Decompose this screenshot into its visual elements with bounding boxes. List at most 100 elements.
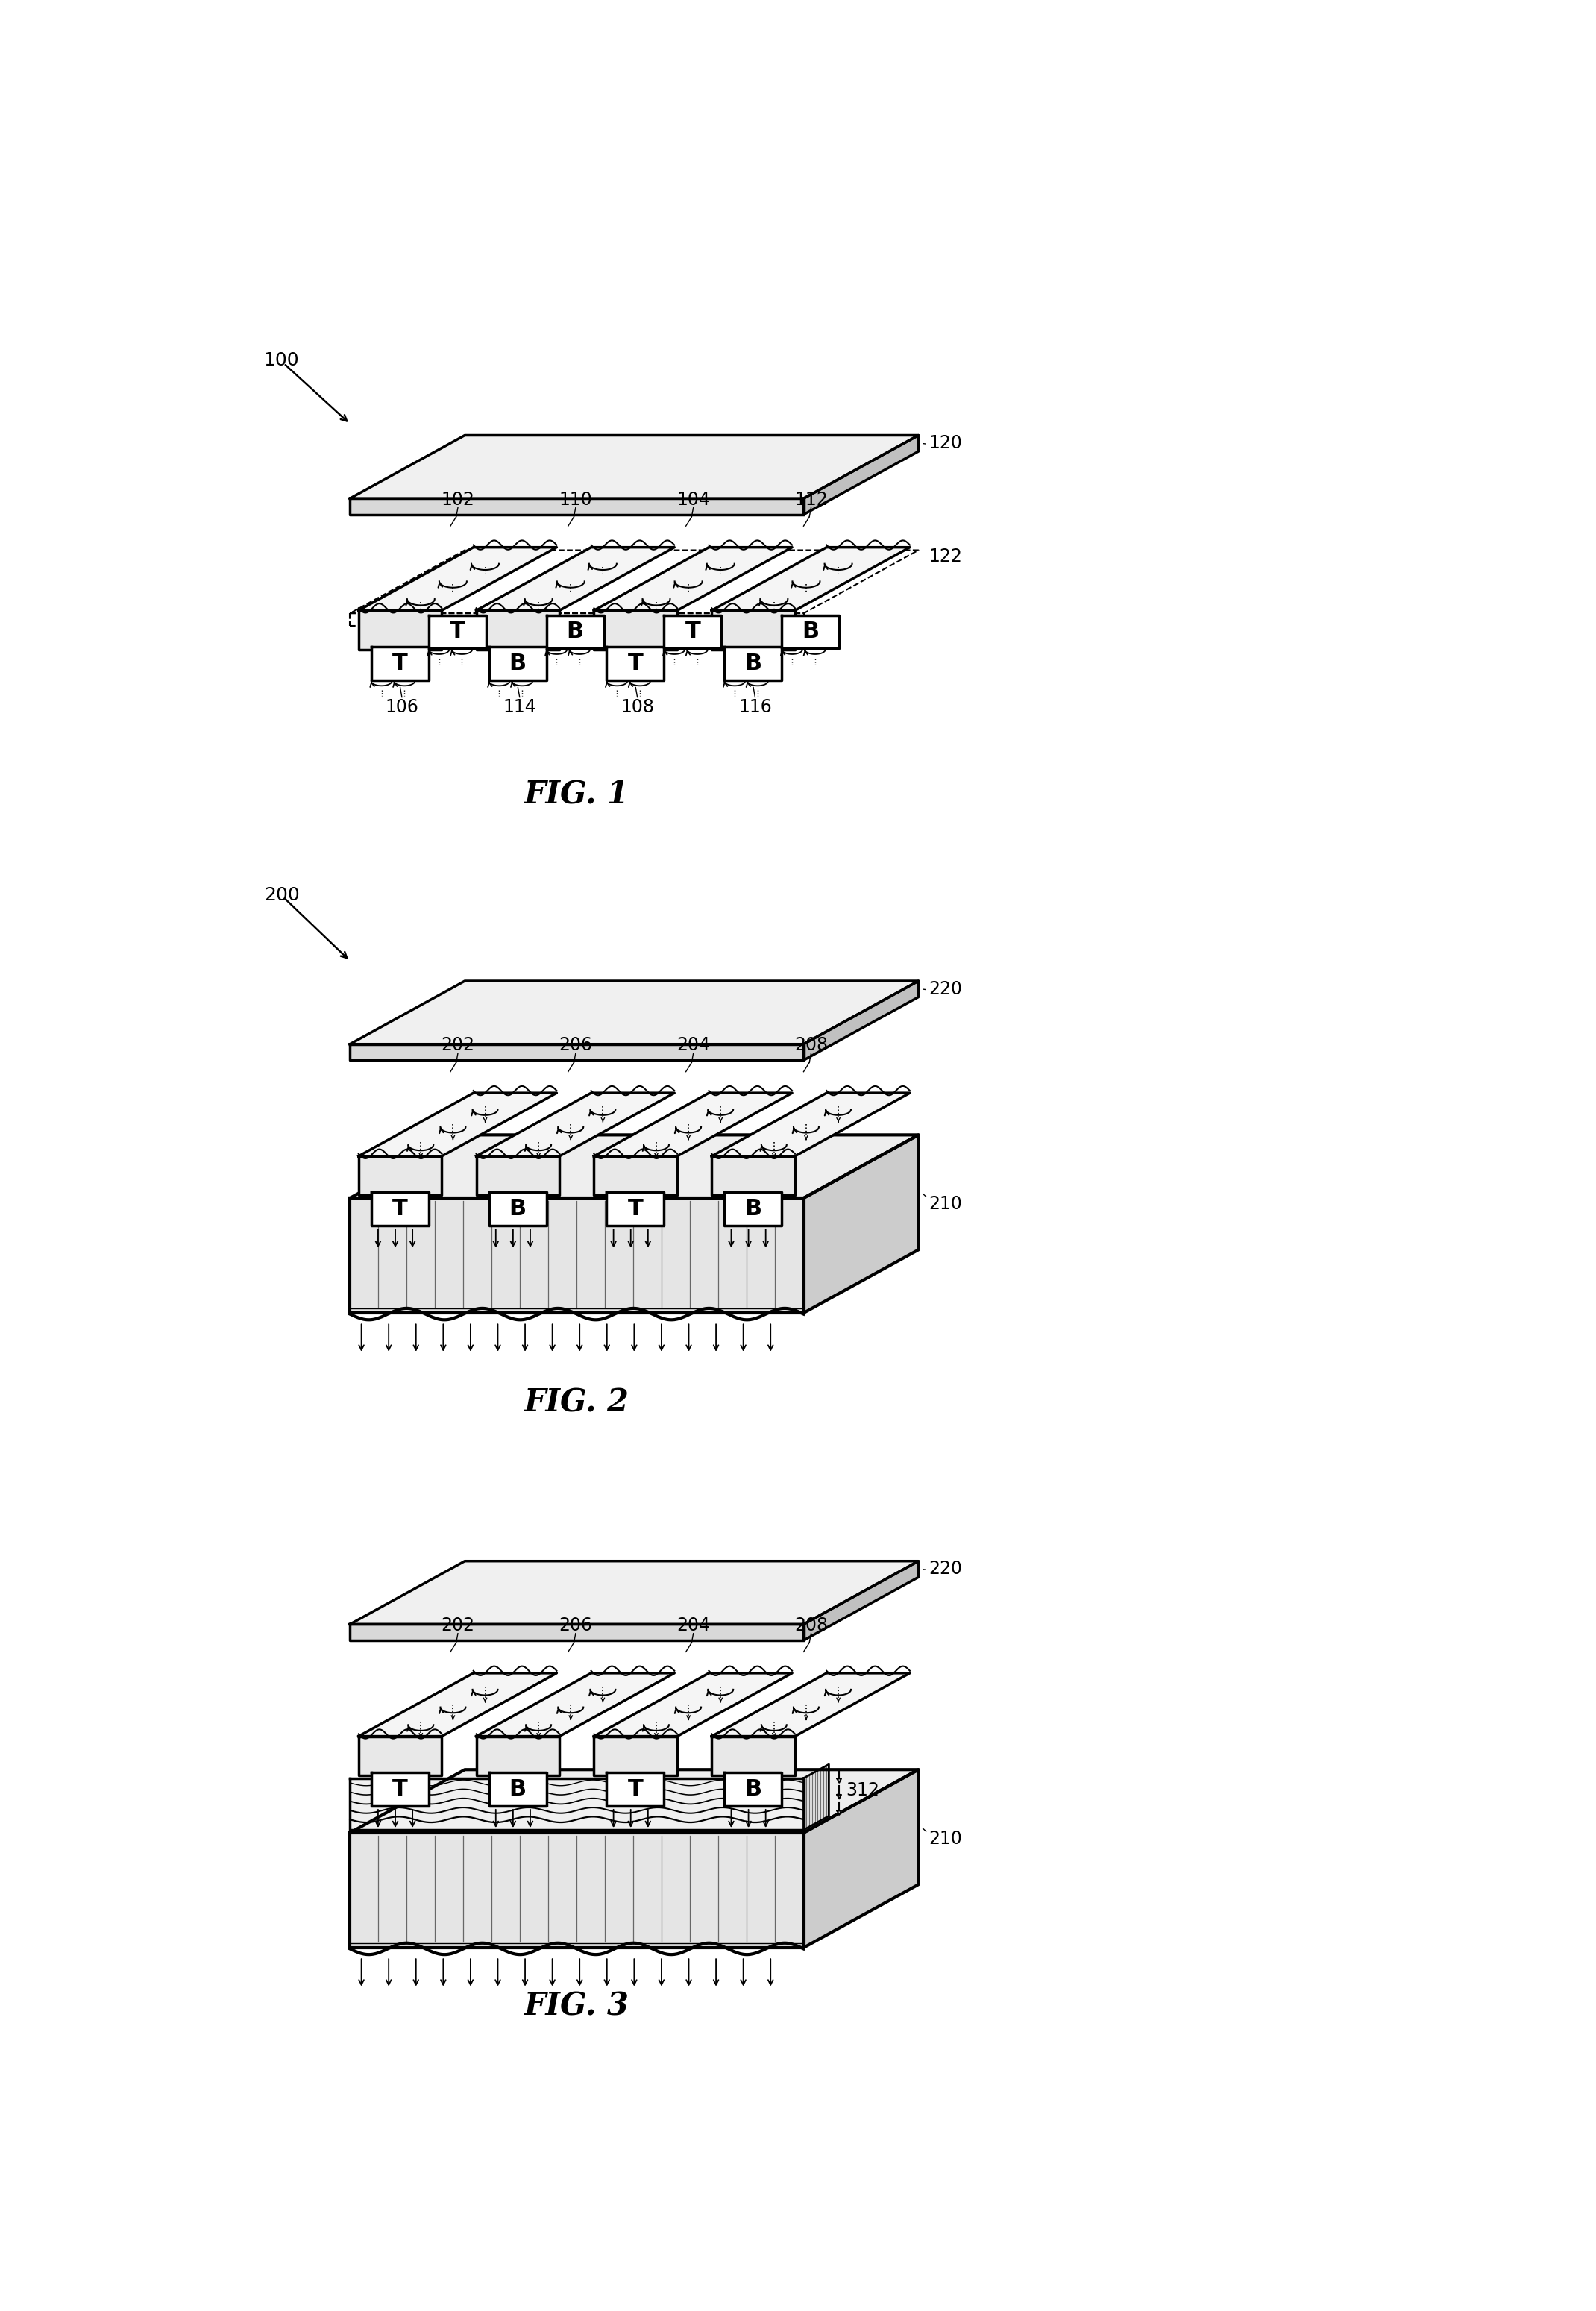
Polygon shape <box>476 548 675 610</box>
Text: 204: 204 <box>677 1615 710 1634</box>
Polygon shape <box>488 1192 546 1225</box>
Polygon shape <box>476 1736 560 1775</box>
Polygon shape <box>476 1673 675 1736</box>
Text: 220: 220 <box>929 980 962 998</box>
Polygon shape <box>350 1045 804 1061</box>
Polygon shape <box>372 1192 429 1225</box>
Text: B: B <box>801 622 819 642</box>
Polygon shape <box>359 1156 442 1195</box>
Polygon shape <box>350 1777 804 1830</box>
Polygon shape <box>782 615 839 649</box>
Text: B: B <box>509 1777 527 1800</box>
Polygon shape <box>725 1773 782 1805</box>
Polygon shape <box>594 610 677 649</box>
Polygon shape <box>804 1135 918 1313</box>
Text: 114: 114 <box>503 698 536 716</box>
Text: 116: 116 <box>739 698 772 716</box>
Text: B: B <box>509 1197 527 1220</box>
Text: T: T <box>627 1777 643 1800</box>
Polygon shape <box>712 1736 795 1775</box>
Text: 208: 208 <box>795 1615 828 1634</box>
Text: 202: 202 <box>440 1035 474 1054</box>
Polygon shape <box>606 1192 664 1225</box>
Text: 120: 120 <box>929 434 962 453</box>
Polygon shape <box>712 1156 795 1195</box>
Text: T: T <box>393 652 407 675</box>
Polygon shape <box>838 1779 841 1782</box>
Polygon shape <box>804 1562 918 1641</box>
Polygon shape <box>606 647 664 679</box>
Text: 210: 210 <box>929 1830 962 1846</box>
Polygon shape <box>350 1562 918 1625</box>
Polygon shape <box>350 1770 918 1833</box>
Polygon shape <box>359 1736 442 1775</box>
Polygon shape <box>804 1763 828 1830</box>
Text: 208: 208 <box>795 1035 828 1054</box>
Text: FIG. 2: FIG. 2 <box>523 1387 629 1419</box>
Polygon shape <box>838 1812 841 1814</box>
Text: 206: 206 <box>559 1615 592 1634</box>
Polygon shape <box>488 1773 546 1805</box>
Polygon shape <box>594 1736 677 1775</box>
Polygon shape <box>476 610 560 649</box>
Text: B: B <box>567 622 584 642</box>
Polygon shape <box>350 1197 804 1313</box>
Text: FIG. 1: FIG. 1 <box>523 779 629 809</box>
Polygon shape <box>546 615 603 649</box>
Polygon shape <box>606 1773 664 1805</box>
Polygon shape <box>350 1135 918 1197</box>
Polygon shape <box>350 1625 804 1641</box>
Polygon shape <box>350 980 918 1045</box>
Text: B: B <box>744 652 761 675</box>
Polygon shape <box>664 615 721 649</box>
Text: 100: 100 <box>263 351 300 370</box>
Text: T: T <box>627 1197 643 1220</box>
Polygon shape <box>488 647 546 679</box>
Text: T: T <box>450 622 464 642</box>
Text: 202: 202 <box>440 1615 474 1634</box>
Polygon shape <box>725 647 782 679</box>
Text: 206: 206 <box>559 1035 592 1054</box>
Polygon shape <box>712 1673 910 1736</box>
Text: 104: 104 <box>677 490 710 508</box>
Polygon shape <box>350 499 804 515</box>
Polygon shape <box>359 610 442 649</box>
Text: T: T <box>393 1777 407 1800</box>
Polygon shape <box>712 1093 910 1156</box>
Text: 210: 210 <box>929 1195 962 1213</box>
Text: 220: 220 <box>929 1560 962 1578</box>
Polygon shape <box>804 980 918 1061</box>
Polygon shape <box>594 548 792 610</box>
Polygon shape <box>804 434 918 515</box>
Text: T: T <box>393 1197 407 1220</box>
Polygon shape <box>476 1093 675 1156</box>
Text: FIG. 3: FIG. 3 <box>523 1990 629 2022</box>
Polygon shape <box>838 1796 841 1798</box>
Polygon shape <box>372 1773 429 1805</box>
Text: 204: 204 <box>677 1035 710 1054</box>
Polygon shape <box>594 1093 792 1156</box>
Text: T: T <box>627 652 643 675</box>
Polygon shape <box>594 1156 677 1195</box>
Text: 200: 200 <box>263 885 300 904</box>
Polygon shape <box>350 1833 804 1948</box>
Text: 106: 106 <box>385 698 418 716</box>
Polygon shape <box>804 1770 918 1948</box>
Polygon shape <box>429 615 487 649</box>
Text: B: B <box>509 652 527 675</box>
Text: T: T <box>685 622 701 642</box>
Text: 112: 112 <box>795 490 828 508</box>
Text: 312: 312 <box>846 1782 879 1798</box>
Polygon shape <box>712 548 910 610</box>
Text: 110: 110 <box>559 490 592 508</box>
Text: 122: 122 <box>929 548 962 566</box>
Polygon shape <box>476 1156 560 1195</box>
Polygon shape <box>359 1093 557 1156</box>
Polygon shape <box>372 647 429 679</box>
Text: B: B <box>744 1777 761 1800</box>
Polygon shape <box>725 1192 782 1225</box>
Text: B: B <box>744 1197 761 1220</box>
Polygon shape <box>350 434 918 499</box>
Text: 102: 102 <box>440 490 474 508</box>
Text: 108: 108 <box>621 698 654 716</box>
